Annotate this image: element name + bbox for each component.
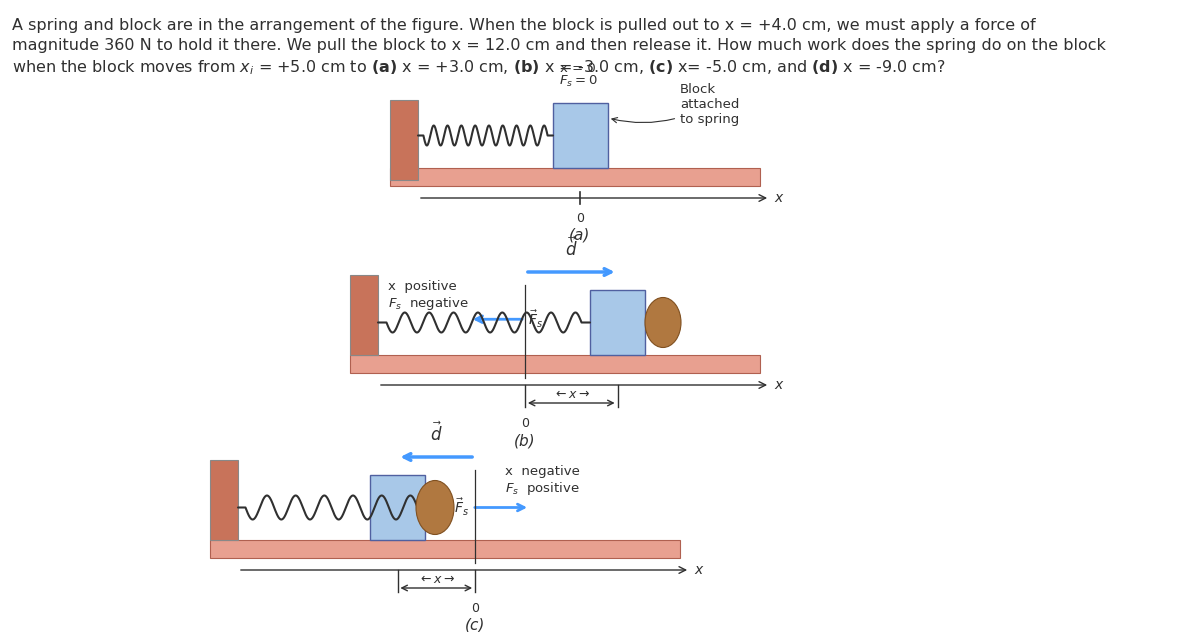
- Text: (c): (c): [464, 618, 485, 632]
- Text: (b): (b): [514, 433, 536, 448]
- Ellipse shape: [646, 298, 682, 348]
- Text: x  negative: x negative: [505, 465, 580, 478]
- Text: Block
attached
to spring: Block attached to spring: [612, 83, 739, 126]
- Text: $F_s$  positive: $F_s$ positive: [505, 480, 580, 497]
- Bar: [590, 290, 646, 355]
- Bar: [553, 103, 608, 168]
- Bar: [210, 540, 680, 558]
- Bar: [210, 460, 238, 540]
- Text: $\leftarrow x \rightarrow$: $\leftarrow x \rightarrow$: [553, 388, 589, 401]
- Text: x  positive: x positive: [388, 280, 457, 293]
- Text: (a): (a): [569, 228, 590, 243]
- Text: $\vec{d}$: $\vec{d}$: [565, 236, 577, 260]
- Ellipse shape: [416, 480, 454, 535]
- Text: 0: 0: [470, 602, 479, 615]
- Text: $\vec{F}_s$: $\vec{F}_s$: [454, 497, 469, 518]
- Text: A spring and block are in the arrangement of the figure. When the block is pulle: A spring and block are in the arrangemen…: [12, 18, 1036, 33]
- Text: x = 0: x = 0: [560, 62, 596, 75]
- Bar: [370, 475, 425, 540]
- Text: x: x: [694, 563, 702, 577]
- Text: $\vec{d}$: $\vec{d}$: [430, 422, 443, 445]
- Text: 0: 0: [521, 417, 529, 430]
- Text: $F_s$  negative: $F_s$ negative: [388, 295, 468, 312]
- Text: $F_s = 0$: $F_s = 0$: [559, 74, 598, 89]
- Bar: [350, 275, 378, 355]
- Bar: [390, 168, 760, 186]
- Text: $\vec{F}_s$: $\vec{F}_s$: [528, 309, 542, 330]
- Text: $\leftarrow x \rightarrow$: $\leftarrow x \rightarrow$: [418, 573, 455, 586]
- Text: when the block moves from $x_i$ = +5.0 cm to $\mathbf{(a)}$ x = +3.0 cm, $\mathb: when the block moves from $x_i$ = +5.0 c…: [12, 58, 946, 76]
- Text: x: x: [774, 378, 782, 392]
- Bar: [390, 100, 418, 180]
- Text: 0: 0: [576, 212, 584, 225]
- Text: magnitude 360 N to hold it there. We pull the block to x = 12.0 cm and then rele: magnitude 360 N to hold it there. We pul…: [12, 38, 1106, 53]
- Text: x: x: [774, 191, 782, 205]
- Bar: [350, 355, 760, 373]
